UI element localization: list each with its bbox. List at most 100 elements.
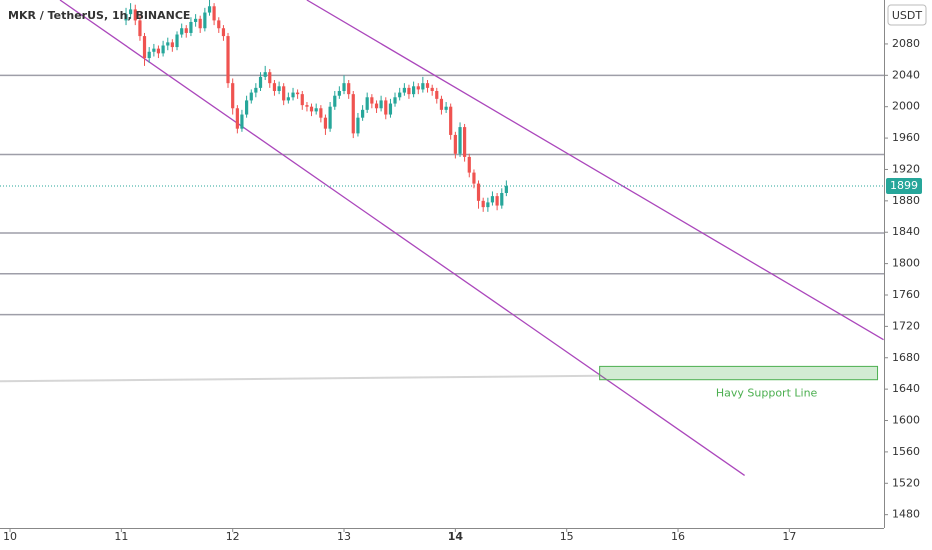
candle-body [384,100,388,115]
candle-body [309,106,314,112]
candle-body [221,28,226,37]
candle-body [435,91,439,99]
candle-body [300,94,304,106]
candle-body [504,185,508,193]
candle-body [481,200,485,208]
trendline [0,374,600,383]
candle-body [374,103,379,109]
last-price-box [886,177,922,194]
y-tick-label: 1520 [892,476,920,489]
candle-body [356,117,360,134]
y-tick-label: 1920 [892,162,920,175]
candle-body [319,108,323,118]
currency-label: USDT [892,9,923,22]
x-tick-label: 12 [226,530,240,543]
candle-body [439,98,444,110]
candle-body [347,83,351,95]
trendline [306,0,884,341]
candle-body [226,36,230,84]
x-tick-label: 14 [448,530,464,543]
candle-body [416,86,420,90]
candle-body [231,83,235,109]
support-label: Havy Support Line [716,387,818,400]
x-tick-label: 15 [560,530,574,543]
candle-body [189,21,193,33]
x-tick-label: 16 [671,530,685,543]
candle-body [398,92,402,98]
y-tick-label: 1880 [892,194,920,207]
candle-body [412,86,416,95]
x-tick-label: 10 [3,530,17,543]
candle-body [305,105,309,107]
candle-body [342,83,346,92]
candle-body [272,83,277,92]
candle-body [393,97,397,104]
candle-body [249,92,253,101]
candle-body [337,91,341,96]
y-tick-label: 1560 [892,445,920,458]
y-tick-label: 1800 [892,257,920,270]
trendline [59,0,745,476]
candle-body [212,6,216,21]
candle-body [388,103,393,115]
candle-body [365,97,369,110]
candle-body [379,100,383,109]
y-tick-label: 1600 [892,414,920,427]
y-tick-label: 1720 [892,319,920,332]
candle-body [314,108,318,112]
candle-body [133,9,137,21]
candle-body [277,86,281,92]
candle-body [184,28,188,33]
candle-body [472,172,476,184]
candle-body [361,109,365,118]
support-zone [599,365,879,381]
candle-body [323,117,328,129]
candle-body [486,202,490,208]
candle-body [295,92,300,95]
candle-body [282,86,286,101]
y-tick-label: 1640 [892,382,920,395]
y-tick-label: 1760 [892,288,920,301]
candle-body [180,28,184,35]
x-tick-label: 11 [114,530,128,543]
candle-body [156,48,161,54]
y-tick-label: 1840 [892,225,920,238]
candle-body [203,12,207,29]
last-price-label: 1899 [890,179,918,192]
candle-body [286,97,290,101]
candle-body [328,106,332,129]
candle-body [291,92,295,98]
candle-body [124,14,128,21]
candle-body [245,100,249,115]
candle-body [407,87,411,95]
y-tick-label: 2040 [892,68,920,81]
x-tick-label: 17 [782,530,796,543]
candle-body [217,20,221,29]
candle-body [351,94,355,134]
candle-body [170,42,174,48]
candle-body [500,192,504,206]
y-tick-label: 1960 [892,131,920,144]
currency-box[interactable] [887,4,927,26]
candle-body [161,45,165,54]
candle-body [142,36,147,59]
candle-body [458,127,462,154]
candle-body [175,34,179,48]
candle-body [194,18,198,22]
chart-title: MKR / TetherUS, 1h, BINANCE [8,9,190,22]
candle-body [402,87,406,93]
candle-body [476,183,481,201]
candle-body [463,127,467,157]
candle-body [467,156,471,173]
candle-body [198,18,202,29]
candle-body [258,76,263,88]
candle-body [425,83,430,88]
y-tick-label: 1680 [892,351,920,364]
candle-body [333,95,337,107]
candle-body [430,87,434,92]
y-tick-label: 1480 [892,508,920,521]
candle-body [254,87,258,93]
candle-body [263,72,267,77]
